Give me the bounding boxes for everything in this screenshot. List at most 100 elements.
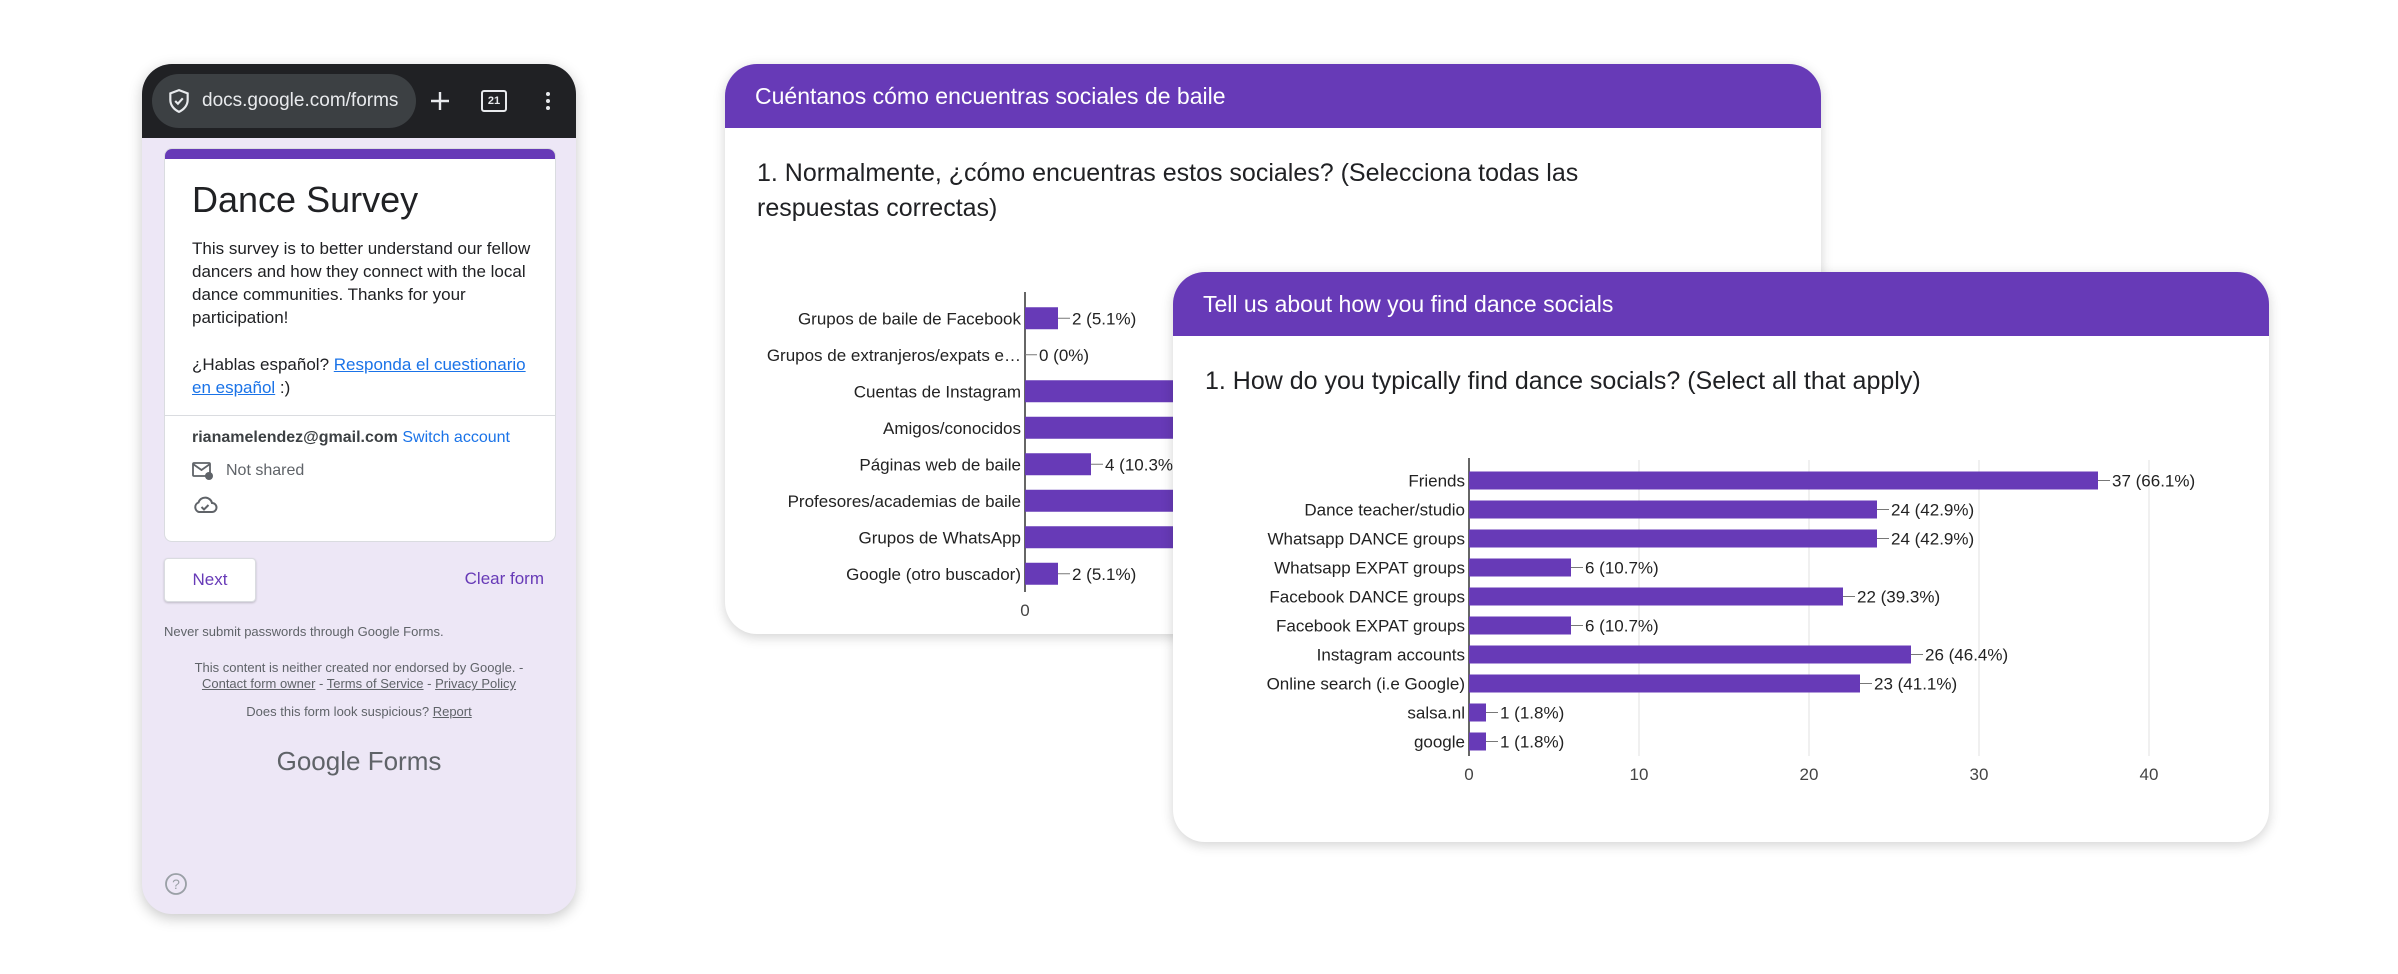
bar <box>1025 453 1091 476</box>
bar <box>1469 471 2098 490</box>
results-card-english: Tell us about how you find dance socials… <box>1173 272 2269 842</box>
data-label: 6 (10.7%) <box>1585 617 1659 636</box>
category-label: Cuentas de Instagram <box>854 382 1021 401</box>
not-shared-text: Not shared <box>226 462 305 479</box>
question-text: 1. Normalmente, ¿cómo encuentras estos s… <box>757 159 1579 222</box>
switch-account-link[interactable]: Switch account <box>402 429 510 446</box>
spanish-form-link[interactable]: Responda el cuestionario en español <box>192 355 526 397</box>
disclaimer-text: This content is neither created nor endo… <box>194 660 524 675</box>
category-label: google <box>1414 733 1465 752</box>
data-label: 24 (42.9%) <box>1891 501 1974 520</box>
form-title: Dance Survey <box>192 179 419 220</box>
shield-icon <box>166 88 192 114</box>
category-label: Dance teacher/studio <box>1304 501 1465 520</box>
form-header-card: Dance Survey This survey is to better un… <box>164 148 556 542</box>
data-label: 24 (42.9%) <box>1891 530 1974 549</box>
question-text: 1. How do you typically find dance socia… <box>1205 367 1921 395</box>
tab-count: 21 <box>481 90 507 112</box>
form-accent-bar <box>165 149 555 159</box>
bar <box>1469 645 1911 664</box>
category-label: Google (otro buscador) <box>846 565 1021 584</box>
report-link[interactable]: Report <box>432 704 472 719</box>
category-label: Instagram accounts <box>1317 646 1465 665</box>
form-description: This survey is to better understand our … <box>192 239 531 327</box>
data-label: 0 (0%) <box>1039 346 1089 365</box>
tab-switcher-button[interactable]: 21 <box>474 82 514 120</box>
terms-link[interactable]: Terms of Service <box>326 676 424 691</box>
spanish-suffix: :) <box>275 378 291 397</box>
account-row: rianamelendez@gmail.com Switch account <box>192 429 510 447</box>
data-label: 23 (41.1%) <box>1874 675 1957 694</box>
x-tick-label: 10 <box>1630 765 1649 784</box>
spanish-question: ¿Hablas español? <box>192 355 330 374</box>
data-label: 22 (39.3%) <box>1857 588 1940 607</box>
category-label: Grupos de WhatsApp <box>858 528 1021 547</box>
contact-owner-link[interactable]: Contact form owner <box>201 676 316 691</box>
category-label: Online search (i.e Google) <box>1267 675 1465 694</box>
privacy-link[interactable]: Privacy Policy <box>435 676 517 691</box>
category-label: Whatsapp EXPAT groups <box>1274 559 1465 578</box>
x-tick-label: 0 <box>1020 601 1029 620</box>
bar <box>1469 558 1571 577</box>
bar <box>1025 562 1058 585</box>
separator-2: - <box>423 676 436 691</box>
suspicious-row: Does this form look suspicious? Report <box>164 704 554 719</box>
cloud-saved-icon <box>192 495 218 520</box>
category-label: Amigos/conocidos <box>883 419 1021 438</box>
category-label: Friends <box>1408 472 1465 491</box>
logo-forms: Forms <box>367 746 442 776</box>
category-label: Whatsapp DANCE groups <box>1268 530 1465 549</box>
x-tick-label: 30 <box>1970 765 1989 784</box>
password-warning: Never submit passwords through Google Fo… <box>164 624 444 639</box>
data-label: 2 (5.1%) <box>1072 309 1136 328</box>
divider <box>165 415 555 416</box>
category-label: salsa.nl <box>1407 704 1465 723</box>
card-header: Tell us about how you find dance socials <box>1173 272 2269 336</box>
data-label: 6 (10.7%) <box>1585 559 1659 578</box>
data-label: 2 (5.1%) <box>1072 565 1136 584</box>
google-forms-logo: Google Forms <box>164 746 554 777</box>
plus-icon <box>431 92 449 110</box>
x-tick-label: 40 <box>2140 765 2159 784</box>
category-label: Facebook EXPAT groups <box>1276 617 1465 636</box>
data-label: 37 (66.1%) <box>2112 472 2195 491</box>
more-vert-icon <box>546 92 550 110</box>
next-button[interactable]: Next <box>164 558 256 602</box>
address-bar[interactable]: docs.google.com/forms <box>152 74 416 128</box>
separator-1: - <box>315 676 327 691</box>
data-label: 26 (46.4%) <box>1925 646 2008 665</box>
help-icon[interactable]: ? <box>164 872 188 901</box>
not-shared-row: Not shared <box>192 461 304 481</box>
data-label: 1 (1.8%) <box>1500 704 1564 723</box>
category-label: Profesores/academias de baile <box>788 492 1021 511</box>
category-label: Facebook DANCE groups <box>1269 588 1465 607</box>
disclaimer: This content is neither created nor endo… <box>164 660 554 692</box>
bar <box>1469 616 1571 635</box>
data-label: 1 (1.8%) <box>1500 733 1564 752</box>
spanish-prompt: ¿Hablas español? Responda el cuestionari… <box>192 353 542 399</box>
bar <box>1469 732 1486 751</box>
clear-form-button[interactable]: Clear form <box>464 569 544 588</box>
browser-toolbar: docs.google.com/forms 21 <box>142 64 576 138</box>
mail-shared-icon <box>192 462 213 480</box>
bar <box>1469 500 1877 519</box>
account-email: rianamelendez@gmail.com <box>192 429 398 446</box>
bar <box>1025 307 1058 330</box>
card-header: Cuéntanos cómo encuentras sociales de ba… <box>725 64 1821 128</box>
x-tick-label: 0 <box>1464 765 1473 784</box>
url-text: docs.google.com/forms <box>202 90 399 111</box>
svg-text:?: ? <box>172 876 180 892</box>
bar <box>1469 703 1486 722</box>
logo-google: Google <box>276 746 361 776</box>
data-label: 4 (10.3% <box>1105 455 1173 474</box>
x-tick-label: 20 <box>1800 765 1819 784</box>
category-label: Páginas web de baile <box>859 455 1021 474</box>
category-label: Grupos de extranjeros/expats e… <box>767 346 1021 365</box>
browser-menu-button[interactable] <box>528 82 568 120</box>
suspicious-text: Does this form look suspicious? <box>246 704 430 719</box>
new-tab-button[interactable] <box>420 82 460 120</box>
bar-chart: 0 10 20 30 40 Friends 37 (66.1%) Dance teacher/… <box>1267 458 2195 784</box>
category-label: Grupos de baile de Facebook <box>798 309 1022 328</box>
phone-screen: docs.google.com/forms 21 Dance Survey Th… <box>142 64 576 914</box>
bar <box>1469 674 1860 693</box>
